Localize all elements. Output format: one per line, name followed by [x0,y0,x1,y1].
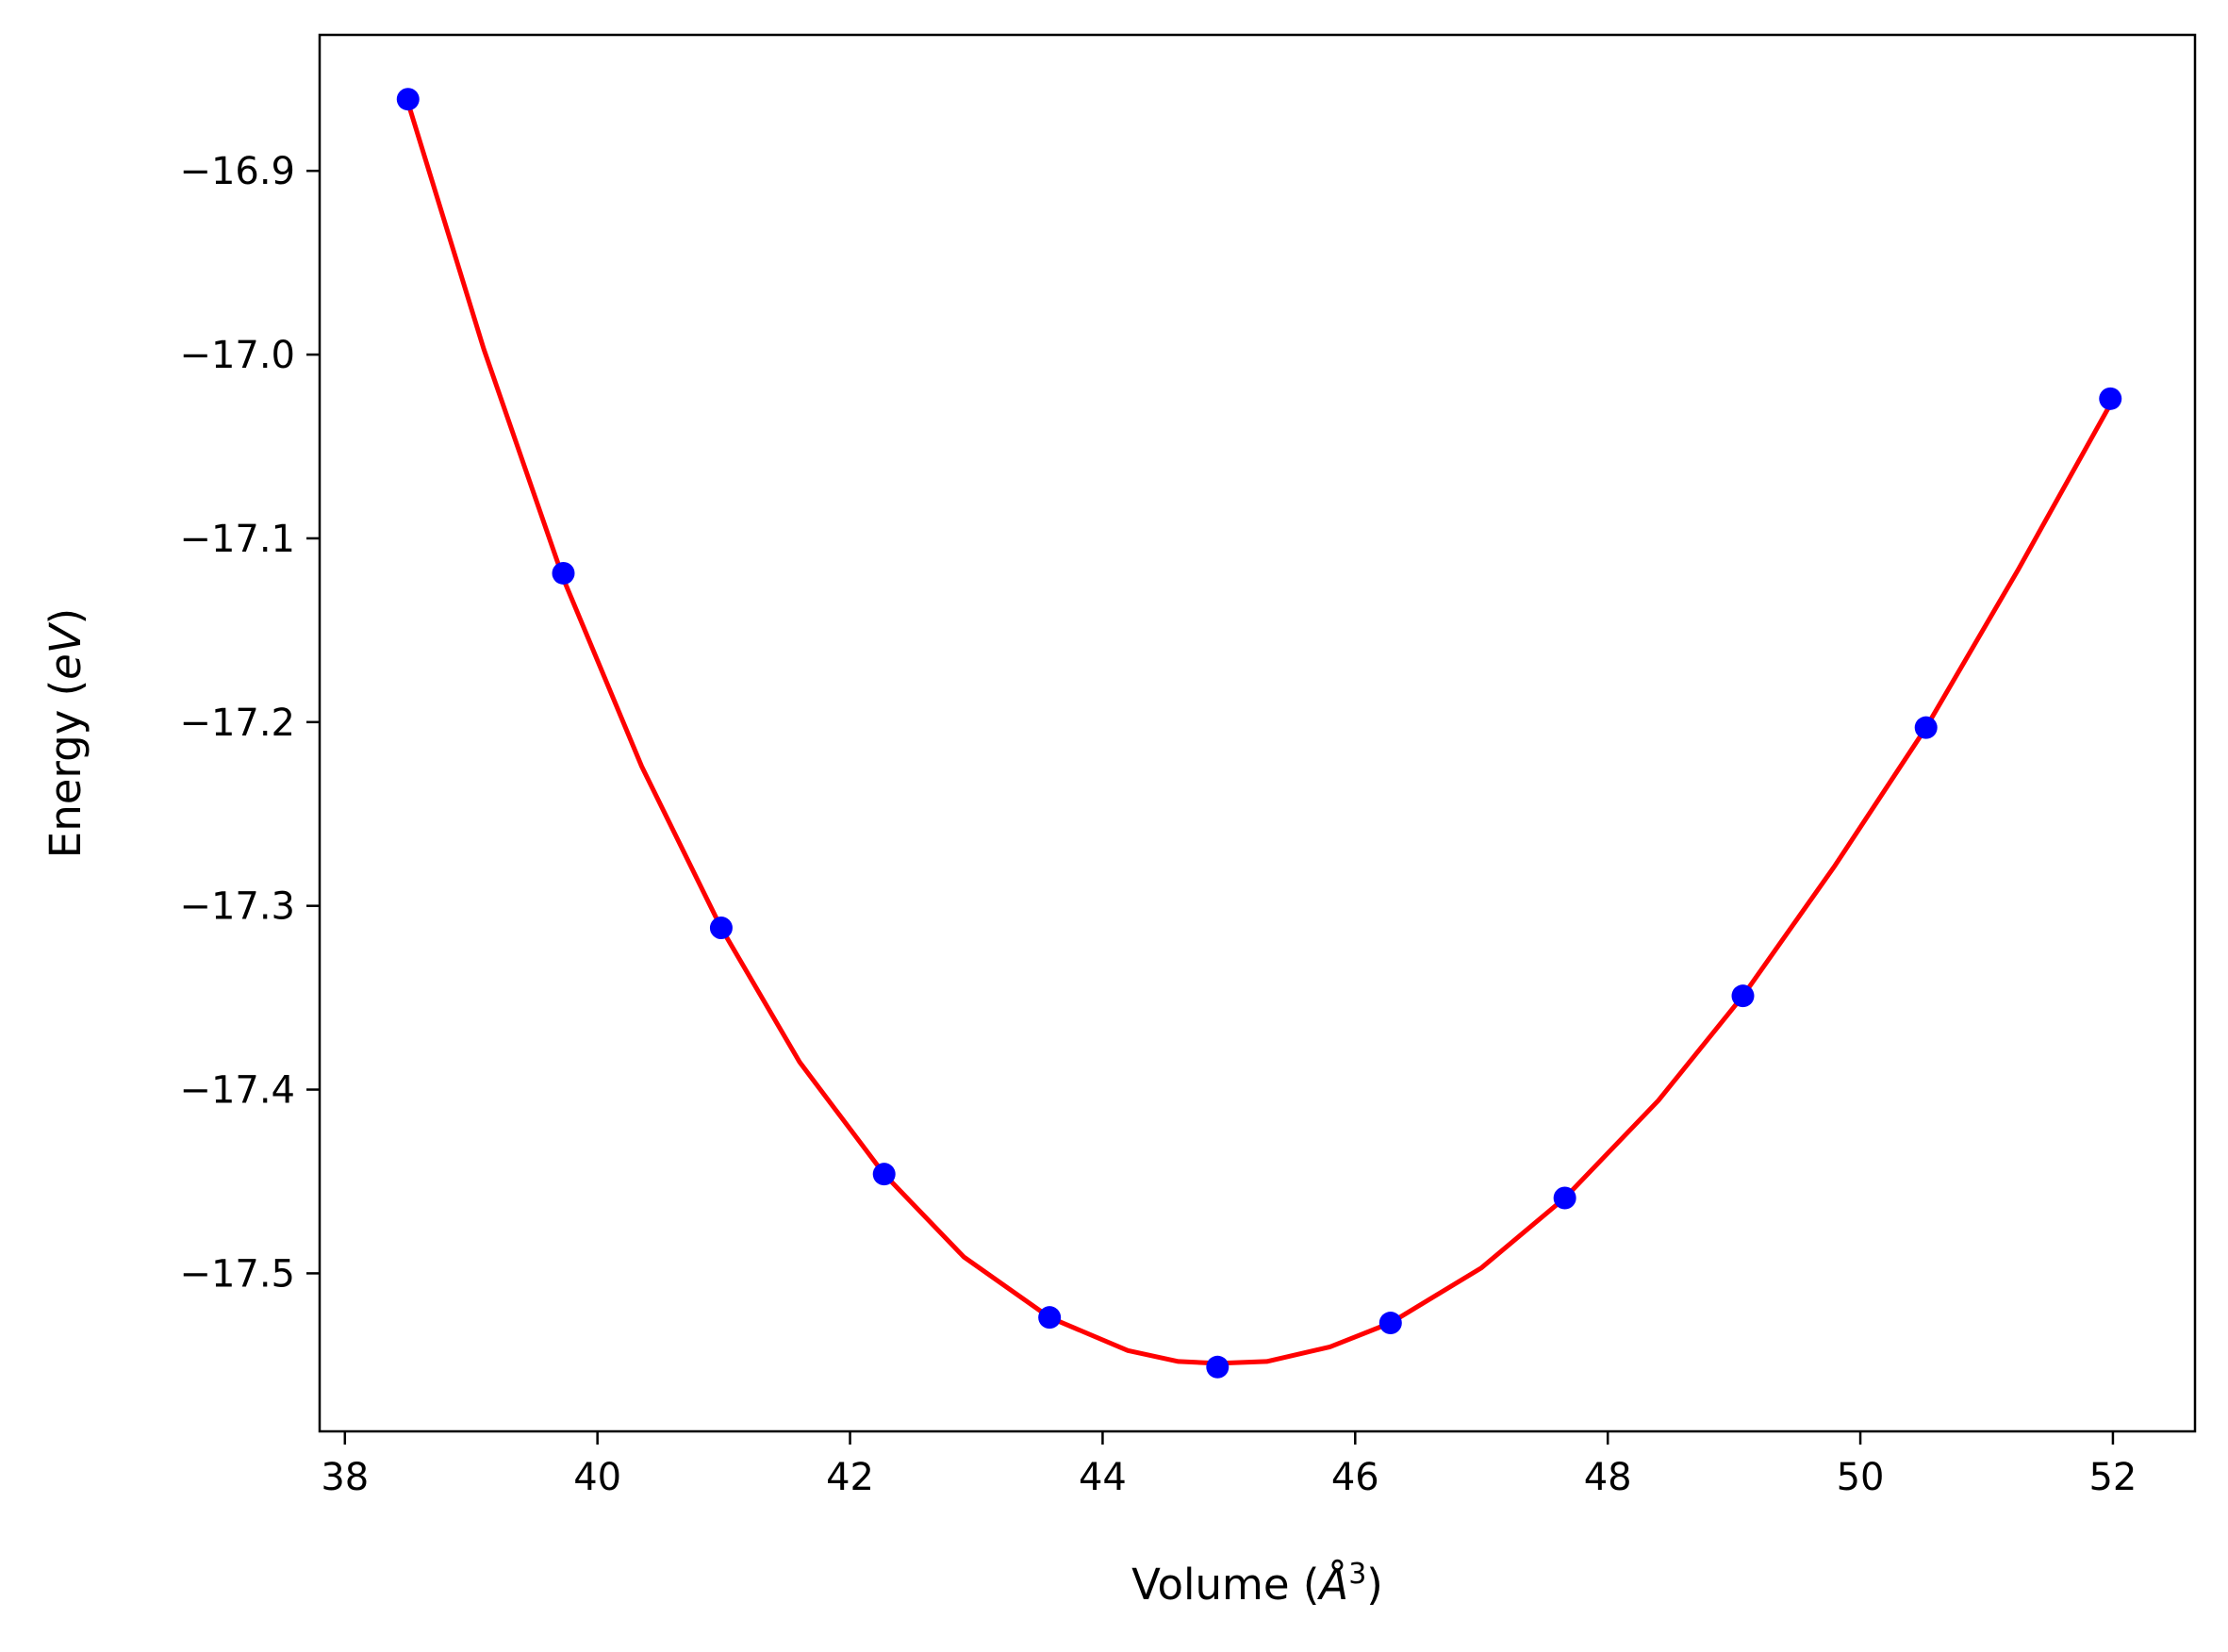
plot-frame [318,33,2197,1433]
data-point [1914,716,1938,739]
data-point [1038,1306,1062,1330]
x-tick-label: 40 [573,1456,621,1499]
data-point [2099,387,2122,410]
data-point [709,917,733,940]
x-axis: 38 40 42 44 46 48 50 52 [321,1431,2137,1499]
x-axis-label-prefix: Volume ( [1131,1560,1319,1610]
x-axis-label: Volume (Å3) [1131,1558,1383,1610]
y-tick-label: −16.9 [179,150,295,193]
x-axis-label-exponent: 3 [1348,1558,1366,1591]
data-point [396,88,420,111]
y-tick-label: −17.3 [179,885,295,929]
data-point [1206,1355,1230,1379]
y-axis: −16.9 −17.0 −17.1 −17.2 −17.3 −17.4 −17.5 [179,150,320,1296]
y-tick-label: −17.5 [179,1252,295,1296]
x-tick-label: 48 [1584,1456,1632,1499]
y-axis-label-suffix: ) [41,608,91,625]
y-tick-label: −17.2 [179,702,295,745]
data-point [1378,1312,1402,1335]
data-point [1731,984,1755,1008]
x-tick-label: 52 [2088,1456,2137,1499]
data-point [1553,1186,1576,1210]
x-tick-label: 38 [321,1456,369,1499]
x-tick-label: 50 [1837,1456,1885,1499]
data-point [552,561,575,585]
x-axis-label-unit: Å [1316,1560,1348,1610]
plot-layer [396,88,2122,1379]
data-point [872,1163,896,1186]
x-tick-label: 46 [1331,1456,1379,1499]
x-axis-label-suffix: ) [1366,1560,1383,1610]
x-tick-label: 42 [826,1456,874,1499]
y-tick-label: −17.1 [179,518,295,561]
x-tick-label: 44 [1079,1456,1127,1499]
y-axis-label: Energy (eV) [41,608,91,858]
y-axis-label-unit: eV [41,621,91,680]
y-tick-label: −17.4 [179,1069,295,1113]
y-tick-label: −17.0 [179,334,295,377]
y-axis-label-prefix: Energy ( [41,680,91,858]
